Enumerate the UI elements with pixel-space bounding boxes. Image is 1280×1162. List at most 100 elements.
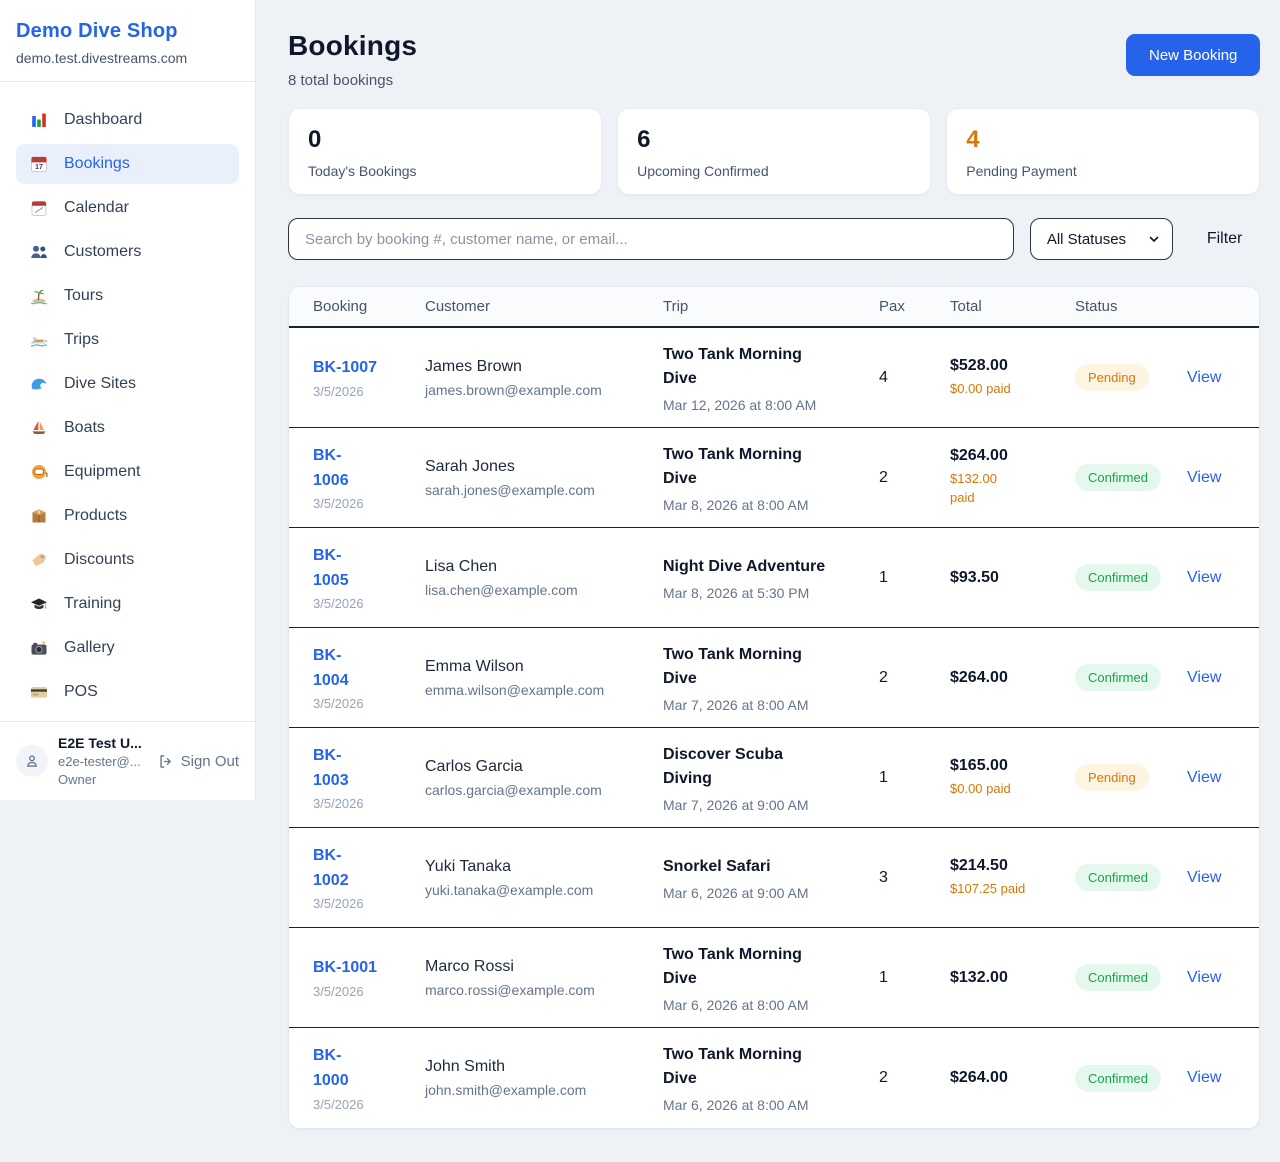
- status-badge: Confirmed: [1075, 464, 1161, 491]
- trip-name: Two Tank Morning Dive: [663, 645, 802, 687]
- status-badge: Pending: [1075, 764, 1149, 791]
- sign-out-label: Sign Out: [180, 752, 239, 770]
- sidebar-item-trips[interactable]: Trips: [16, 320, 239, 360]
- view-link[interactable]: View: [1187, 968, 1222, 986]
- sidebar-item-boats[interactable]: Boats: [16, 408, 239, 448]
- booking-link[interactable]: BK-1001: [313, 959, 378, 977]
- table-header-row: Booking Customer Trip Pax Total Status: [289, 287, 1260, 328]
- trip-name: Two Tank Morning Dive: [663, 1046, 802, 1087]
- column-header-pax: Pax: [879, 298, 905, 315]
- sidebar-item-gallery[interactable]: Gallery: [16, 628, 239, 668]
- booking-link[interactable]: BK- 1004: [313, 646, 349, 689]
- trip-datetime: Mar 7, 2026 at 8:00 AM: [663, 696, 809, 713]
- tours-icon: [29, 286, 49, 306]
- sidebar-item-dashboard[interactable]: Dashboard: [16, 100, 239, 140]
- trip-datetime: Mar 6, 2026 at 8:00 AM: [663, 996, 809, 1013]
- view-link[interactable]: View: [1187, 668, 1222, 686]
- column-header-trip: Trip: [663, 298, 689, 315]
- search-input[interactable]: [288, 218, 1014, 260]
- sidebar-item-products[interactable]: Products: [16, 496, 239, 536]
- customer-name: Sarah Jones: [425, 457, 515, 475]
- brand-link[interactable]: Demo Dive Shop: [16, 20, 178, 42]
- total-amount: $93.50: [950, 568, 999, 586]
- pax-count: 1: [879, 968, 888, 986]
- stat-value: 6: [637, 126, 651, 153]
- booking-link[interactable]: BK- 1000: [313, 1047, 349, 1089]
- trip-datetime: Mar 7, 2026 at 9:00 AM: [663, 796, 809, 813]
- user-email: e2e-tester@...: [58, 754, 141, 769]
- table-row: BK- 1002 3/5/2026 Yuki Tanaka yuki.tanak…: [289, 828, 1260, 928]
- filter-button[interactable]: Filter: [1206, 230, 1243, 247]
- shop-domain: demo.test.divestreams.com: [16, 50, 188, 66]
- view-link[interactable]: View: [1187, 368, 1222, 386]
- status-badge: Confirmed: [1075, 664, 1161, 691]
- bookings-table: Booking Customer Trip Pax Total Status B…: [288, 286, 1261, 1129]
- stat-card: 6 Upcoming Confirmed: [617, 108, 932, 195]
- sidebar-item-label: Discounts: [64, 551, 135, 568]
- sidebar-item-label: Dashboard: [64, 111, 143, 128]
- paid-amount: $0.00 paid: [950, 380, 1011, 396]
- status-badge: Confirmed: [1075, 864, 1161, 891]
- user-info: E2E Test U... e2e-tester@... Owner: [58, 735, 147, 787]
- total-amount: $214.50: [950, 856, 1008, 874]
- sidebar-item-discounts[interactable]: Discounts: [16, 540, 239, 580]
- status-filter-select[interactable]: All Statuses: [1029, 218, 1173, 260]
- booking-link[interactable]: BK- 1005: [313, 546, 349, 589]
- training-icon: [29, 594, 49, 614]
- pax-count: 1: [879, 568, 888, 586]
- stat-card: 4 Pending Payment: [946, 108, 1261, 195]
- sidebar-item-dive-sites[interactable]: Dive Sites: [16, 364, 239, 404]
- stat-label: Pending Payment: [966, 162, 1077, 179]
- booking-link[interactable]: BK- 1006: [313, 446, 349, 489]
- sidebar-item-training[interactable]: Training: [16, 584, 239, 624]
- dive-sites-icon: [29, 374, 49, 394]
- pax-count: 4: [879, 368, 888, 386]
- view-link[interactable]: View: [1187, 768, 1222, 786]
- trip-name: Two Tank Morning Dive: [663, 445, 802, 487]
- booking-link[interactable]: BK- 1003: [313, 746, 349, 789]
- avatar: [16, 745, 48, 777]
- discounts-icon: [29, 550, 49, 570]
- sidebar-item-bookings[interactable]: 17 Bookings: [16, 144, 239, 184]
- view-link[interactable]: View: [1187, 868, 1222, 886]
- trip-datetime: Mar 8, 2026 at 8:00 AM: [663, 496, 809, 513]
- sidebar-item-tours[interactable]: Tours: [16, 276, 239, 316]
- pax-count: 2: [879, 468, 888, 486]
- user-name: E2E Test U...: [58, 735, 142, 751]
- stats-cards: 0 Today's Bookings 6 Upcoming Confirmed …: [288, 108, 1261, 195]
- customer-email: john.smith@example.com: [425, 1082, 587, 1098]
- sidebar-item-equipment[interactable]: Equipment: [16, 452, 239, 492]
- stat-value: 0: [308, 126, 322, 153]
- column-header-booking: Booking: [313, 298, 368, 315]
- total-amount: $264.00: [950, 447, 1008, 465]
- booking-link[interactable]: BK- 1002: [313, 846, 349, 889]
- page-header: Bookings 8 total bookings New Booking: [288, 30, 1261, 89]
- total-amount: $264.00: [950, 668, 1008, 686]
- sign-out-button[interactable]: Sign Out: [157, 753, 239, 770]
- total-amount: $528.00: [950, 356, 1008, 374]
- filter-row: All Statuses Filter: [288, 218, 1260, 260]
- booking-date: 3/5/2026: [313, 596, 364, 612]
- sidebar-user-section: E2E Test U... e2e-tester@... Owner Sign …: [0, 721, 255, 800]
- dashboard-icon: [29, 110, 49, 130]
- booking-link[interactable]: BK-1007: [313, 359, 378, 377]
- view-link[interactable]: View: [1187, 568, 1222, 586]
- view-link[interactable]: View: [1187, 468, 1222, 486]
- customer-email: emma.wilson@example.com: [425, 681, 605, 698]
- total-amount: $165.00: [950, 756, 1008, 774]
- stat-label: Upcoming Confirmed: [637, 162, 769, 179]
- status-badge: Confirmed: [1075, 564, 1161, 591]
- column-header-status: Status: [1075, 298, 1118, 315]
- calendar-icon: [29, 198, 49, 218]
- pax-count: 1: [879, 768, 888, 786]
- sidebar-item-pos[interactable]: POS: [16, 672, 239, 712]
- paid-amount: $132.00 paid: [950, 471, 997, 505]
- customer-email: sarah.jones@example.com: [425, 481, 595, 498]
- view-link[interactable]: View: [1187, 1069, 1222, 1086]
- sidebar-item-customers[interactable]: Customers: [16, 232, 239, 272]
- pax-count: 2: [879, 668, 888, 686]
- sidebar-item-calendar[interactable]: Calendar: [16, 188, 239, 228]
- trip-datetime: Mar 8, 2026 at 5:30 PM: [663, 584, 810, 601]
- new-booking-button[interactable]: New Booking: [1126, 34, 1261, 76]
- sidebar-item-label: Training: [64, 595, 122, 612]
